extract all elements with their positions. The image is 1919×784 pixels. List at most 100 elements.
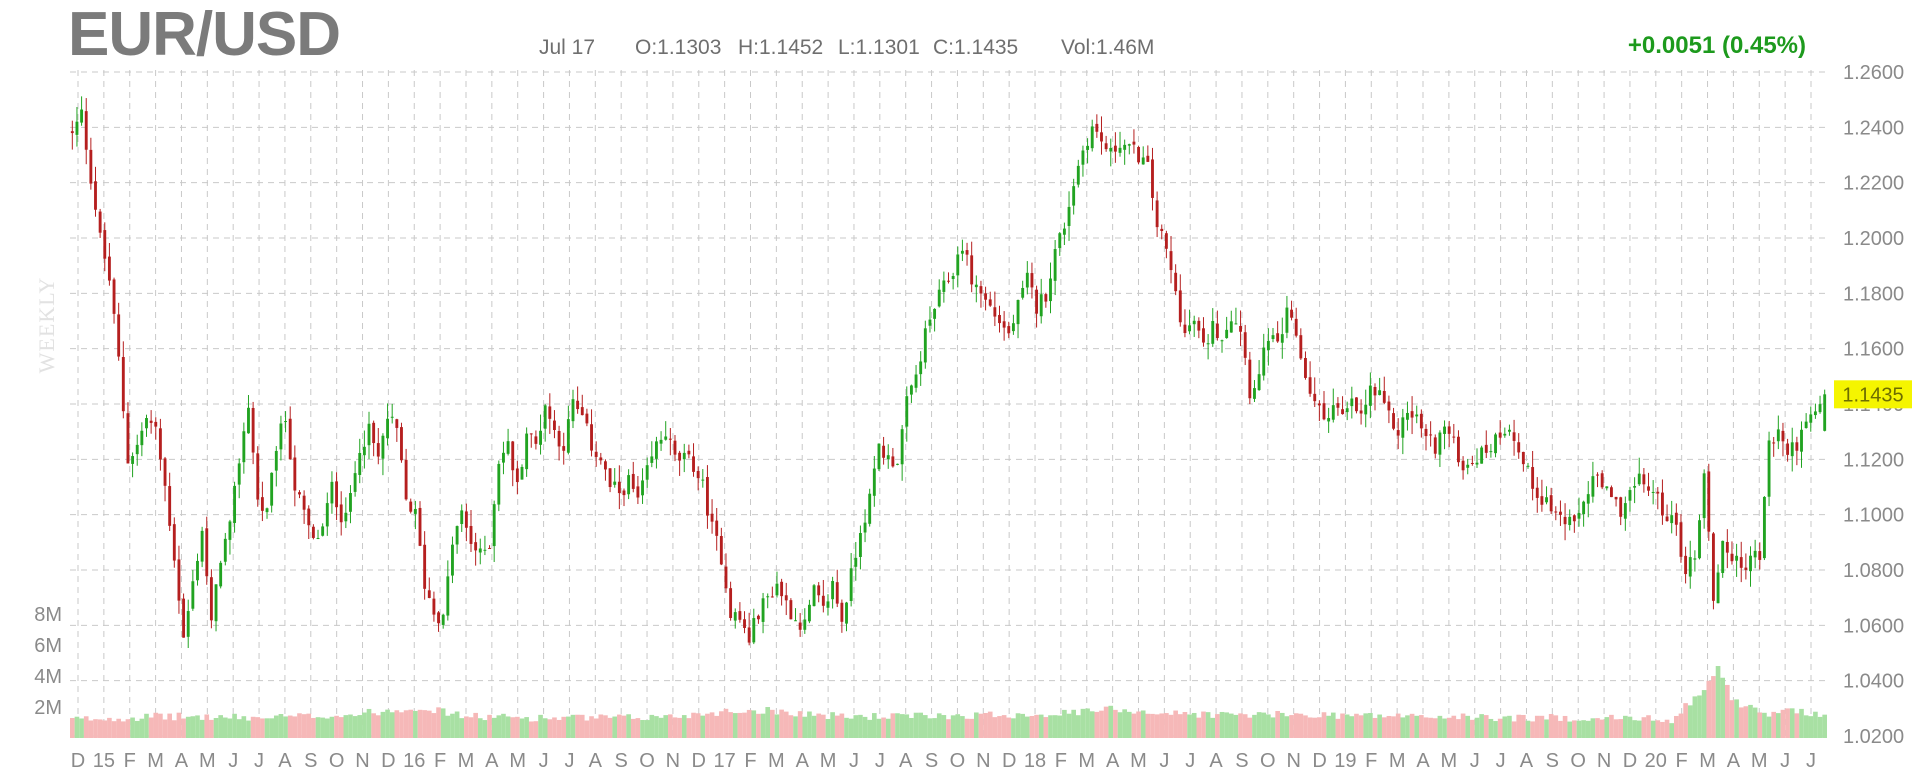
volume-bar <box>1405 715 1410 738</box>
candle-body <box>1007 326 1011 334</box>
candle-body <box>1127 144 1131 146</box>
volume-bar <box>408 709 414 738</box>
candle-body <box>1549 495 1553 512</box>
volume-bar <box>79 718 84 738</box>
time-tick-label: A <box>1209 750 1223 772</box>
price-tick-label: 1.2200 <box>1843 173 1904 195</box>
time-tick-label: 16 <box>403 750 425 772</box>
candle-body <box>1355 397 1358 412</box>
candle-body <box>882 445 886 458</box>
volume-bar <box>1697 695 1702 738</box>
candle-body <box>270 472 274 506</box>
candle-body <box>1786 443 1790 455</box>
candle-body <box>1744 567 1748 570</box>
volume-bar <box>714 715 720 738</box>
volume-bar <box>528 721 534 738</box>
time-tick-label: 15 <box>93 750 115 772</box>
volume-bar <box>1734 699 1739 738</box>
volume-bar <box>1646 715 1651 738</box>
volume-bar <box>1748 704 1753 738</box>
volume-bar <box>1493 721 1498 738</box>
candle-body <box>497 463 501 505</box>
volume-bar <box>1534 715 1540 738</box>
candle-body <box>576 400 580 410</box>
candle-body <box>729 588 733 618</box>
candle-body <box>353 473 357 492</box>
volume-bar <box>1368 713 1373 738</box>
candle-body <box>724 566 728 589</box>
volume-bar <box>1470 719 1475 738</box>
candle-body <box>511 441 515 471</box>
volume-bar <box>338 717 344 738</box>
volume-bar <box>324 718 330 738</box>
volume-bar <box>1103 706 1109 738</box>
volume-bar <box>1400 717 1406 738</box>
candle-body <box>145 418 148 429</box>
time-tick-label: N <box>355 750 369 772</box>
candle-body <box>131 456 135 464</box>
volume-bar <box>1442 718 1447 738</box>
candle-body <box>798 622 802 630</box>
volume-bar <box>1358 715 1364 738</box>
candle-body <box>960 250 964 254</box>
candle-body <box>409 501 413 512</box>
volume-bar <box>199 719 205 738</box>
volume-bar <box>621 715 627 738</box>
volume-bar <box>1808 716 1814 738</box>
volume-bar <box>1154 714 1160 738</box>
candle-body <box>182 598 186 638</box>
volume-bar <box>334 715 339 738</box>
volume-bar <box>760 713 766 738</box>
ohlc-close: C:1.1435 <box>933 36 1019 59</box>
candle-body <box>460 510 464 525</box>
volume-bar <box>176 712 182 738</box>
volume-bar <box>1725 684 1730 738</box>
volume-bar <box>209 719 214 738</box>
volume-bar <box>1326 715 1331 738</box>
volume-bar <box>941 715 947 738</box>
candle-body <box>1248 359 1252 399</box>
candle-body <box>1813 411 1817 416</box>
volume-bar <box>1131 713 1137 738</box>
volume-bar <box>97 719 103 738</box>
candle-body <box>367 423 371 446</box>
candle-body <box>947 280 950 282</box>
volume-bar <box>1456 719 1461 738</box>
candle-body <box>260 497 264 511</box>
volume-bar <box>844 717 849 738</box>
candle-body <box>1053 249 1057 281</box>
candle-body <box>1035 289 1039 314</box>
time-tick-label: O <box>639 750 655 772</box>
time-tick-label: F <box>1055 750 1067 772</box>
volume-bar <box>1011 718 1016 738</box>
volume-bar <box>473 712 478 738</box>
candle-body <box>951 276 955 280</box>
volume-bar <box>1618 719 1624 738</box>
volume-bar <box>1785 708 1790 738</box>
candle-body <box>228 521 232 540</box>
volume-bar <box>742 712 747 738</box>
volume-bar <box>389 712 395 738</box>
candle-body <box>1095 123 1099 132</box>
candle-body <box>840 602 844 622</box>
candle-body <box>1322 403 1326 420</box>
volume-bar <box>1015 713 1021 738</box>
volume-bar <box>899 714 905 738</box>
time-tick-label: J <box>539 750 549 772</box>
volume-bar <box>1479 714 1484 738</box>
volume-bar <box>222 717 228 738</box>
volume-bar <box>357 715 363 738</box>
volume-bar <box>598 714 604 738</box>
volume-bar <box>663 715 669 738</box>
candle-body <box>854 557 858 567</box>
volume-bar <box>1034 714 1039 738</box>
candles[interactable] <box>70 96 1827 648</box>
candle-body <box>279 423 283 450</box>
volume-bar <box>556 719 562 738</box>
candle-body <box>891 456 895 467</box>
time-tick-label: D <box>1312 750 1326 772</box>
candle-body <box>325 503 329 527</box>
volume-bar <box>1340 713 1345 738</box>
candle-body <box>821 595 825 606</box>
